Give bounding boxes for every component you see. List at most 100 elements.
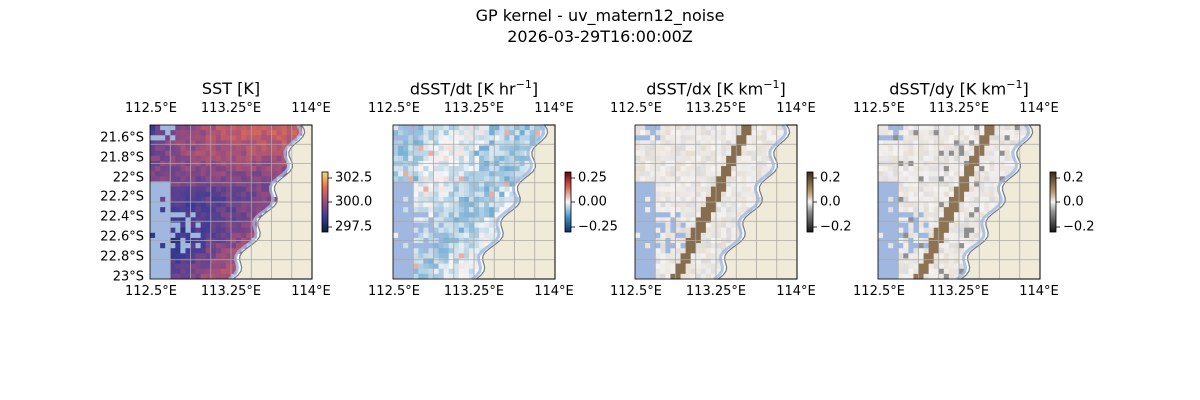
heatmap-cell [170, 181, 176, 187]
heatmap-cell [463, 263, 470, 270]
heatmap-cell [710, 268, 717, 275]
heatmap-cell [898, 222, 904, 229]
heatmap-cell [210, 207, 217, 213]
heatmap-cell [210, 248, 217, 254]
heatmap-cell [670, 217, 676, 223]
heatmap-cell [463, 207, 470, 213]
heatmap-cell [984, 125, 990, 131]
heatmap-cell [489, 125, 495, 131]
heatmap-cell [665, 176, 671, 182]
heatmap-cell [660, 150, 666, 157]
heatmap-cell [690, 268, 697, 275]
heatmap-cell [923, 258, 930, 264]
heatmap-cell [170, 243, 176, 249]
heatmap-cell [928, 207, 935, 213]
heatmap-cell [458, 176, 465, 182]
heatmap-cell [468, 130, 475, 136]
heatmap-cell [741, 176, 747, 182]
heatmap-cell [205, 222, 212, 229]
heatmap-cell [913, 222, 919, 229]
heatmap-cell [883, 217, 889, 223]
heatmap-cell [428, 171, 434, 177]
heatmap-cell [933, 176, 940, 182]
heatmap-cell [675, 217, 681, 223]
heatmap-cell [215, 202, 222, 208]
heatmap-cell [898, 232, 904, 239]
heatmap-cell [165, 268, 171, 275]
heatmap-cell [225, 222, 232, 229]
heatmap-cell [731, 181, 737, 187]
heatmap-cell [474, 248, 480, 254]
heatmap-cell [458, 258, 465, 264]
heatmap-cell [403, 135, 409, 141]
heatmap-cell [974, 166, 980, 172]
heatmap-cell [690, 140, 697, 146]
heatmap-cell [489, 181, 495, 187]
heatmap-cell [964, 171, 970, 177]
colorbar-tick-label: −0.25 [578, 219, 618, 235]
heatmap-cell [468, 253, 475, 259]
heatmap-cell [150, 130, 156, 136]
heatmap-cell [180, 176, 186, 182]
heatmap-cell [933, 166, 940, 172]
heatmap-cell [398, 253, 404, 259]
heatmap-cell [923, 196, 930, 203]
heatmap-cell [266, 191, 272, 198]
heatmap-cell [1014, 130, 1021, 136]
heatmap-cell [746, 150, 752, 157]
heatmap-cell [640, 248, 646, 254]
heatmap-cell [261, 125, 267, 131]
heatmap-cell [428, 166, 434, 172]
heatmap-cell [246, 217, 252, 223]
heatmap-cell [494, 166, 500, 172]
heatmap-cell [276, 171, 283, 177]
heatmap-cell [984, 140, 990, 146]
heatmap-cell [964, 130, 970, 136]
heatmap-cell [700, 248, 707, 254]
heatmap-cell [403, 217, 409, 223]
heatmap-cell [150, 150, 156, 157]
heatmap-cell [700, 258, 707, 264]
heatmap-cell [984, 145, 990, 152]
heatmap-cell [205, 212, 212, 218]
heatmap-cell [974, 130, 980, 136]
heatmap-cell [959, 248, 965, 254]
heatmap-cell [969, 232, 975, 239]
heatmap-cell [190, 191, 196, 198]
heatmap-cell [175, 212, 181, 218]
heatmap-cell [721, 217, 727, 223]
heatmap-cell [220, 130, 227, 136]
heatmap-cell [933, 268, 940, 275]
heatmap-cell [468, 155, 475, 162]
heatmap-cell [155, 217, 161, 223]
heatmap-cell [494, 196, 500, 203]
heatmap-cell [236, 196, 242, 203]
heatmap-cell [969, 166, 975, 172]
heatmap-cell [428, 227, 434, 234]
heatmap-cell [655, 227, 661, 234]
heatmap-cell [453, 212, 460, 218]
heatmap-cell [220, 135, 227, 141]
heatmap-cell [948, 196, 955, 203]
heatmap-cell [266, 171, 272, 177]
heatmap-cell [210, 130, 217, 136]
heatmap-cell [484, 171, 490, 177]
heatmap-cell [736, 171, 742, 177]
heatmap-cell [756, 155, 762, 162]
heatmap-cell [175, 217, 181, 223]
heatmap-cell [150, 191, 156, 198]
heatmap-cell [175, 227, 181, 234]
heatmap-cell [408, 181, 414, 187]
heatmap-cell [256, 176, 262, 182]
heatmap-cell [509, 155, 515, 162]
heatmap-cell [155, 222, 161, 229]
heatmap-cell [403, 227, 409, 234]
heatmap-cell [220, 145, 227, 152]
heatmap-cell [690, 155, 697, 162]
heatmap-cell [716, 263, 722, 270]
heatmap-cell [443, 253, 450, 259]
heatmap-cell [266, 145, 272, 152]
heatmap-cell [883, 258, 889, 264]
heatmap-cell [685, 140, 692, 146]
heatmap-cell [393, 135, 399, 141]
